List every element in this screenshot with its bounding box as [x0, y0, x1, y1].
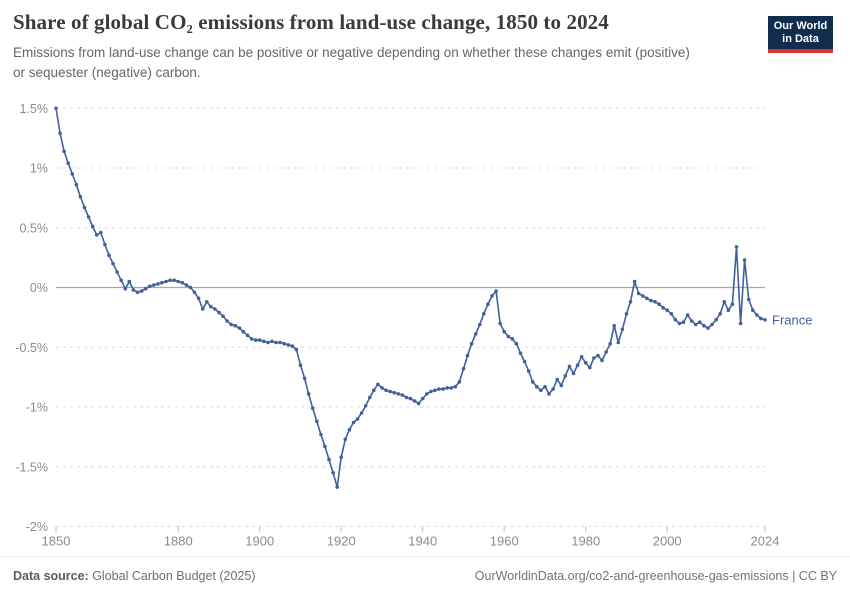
data-source: Data source: Global Carbon Budget (2025): [13, 569, 256, 583]
y-axis-label: -1.5%: [15, 460, 48, 474]
x-axis-label: 1940: [408, 534, 437, 549]
y-axis-label: 1%: [30, 162, 48, 176]
chart-header: Share of global CO₂ emissions from land-…: [13, 10, 753, 82]
footer: Data source: Global Carbon Budget (2025)…: [0, 556, 850, 600]
data-points: [54, 106, 767, 489]
logo-line-2: in Data: [782, 32, 819, 45]
x-axis-label: 2024: [751, 534, 780, 549]
logo-red-stripe: [768, 49, 833, 53]
x-axis-label: 2000: [653, 534, 682, 549]
x-axis-label: 1960: [490, 534, 519, 549]
plot-area[interactable]: [56, 100, 765, 527]
y-axis-label: -2%: [26, 520, 48, 534]
chart-title: Share of global CO₂ emissions from land-…: [13, 10, 609, 34]
y-axis-label: 1.5%: [20, 102, 49, 116]
chart-subtitle: Emissions from land-use change can be po…: [13, 45, 690, 80]
logo-line-1: Our World: [773, 19, 828, 32]
y-axis-label: -0.5%: [15, 341, 48, 355]
y-axis-label: 0%: [30, 281, 48, 295]
x-axis-label: 1920: [327, 534, 356, 549]
series-label-france: France: [772, 312, 812, 327]
data-source-label: Data source:: [13, 569, 89, 583]
x-axis-label: 1850: [42, 534, 71, 549]
x-axis-label: 1880: [164, 534, 193, 549]
owid-logo[interactable]: Our World in Data: [768, 16, 833, 53]
x-axis-label: 1980: [571, 534, 600, 549]
x-axis-label: 1900: [245, 534, 274, 549]
data-source-text: Global Carbon Budget (2025): [88, 569, 256, 583]
y-axis-label: 0.5%: [20, 221, 49, 235]
credit-link[interactable]: OurWorldinData.org/co2-and-greenhouse-ga…: [474, 569, 837, 583]
y-axis-label: -1%: [26, 401, 48, 415]
